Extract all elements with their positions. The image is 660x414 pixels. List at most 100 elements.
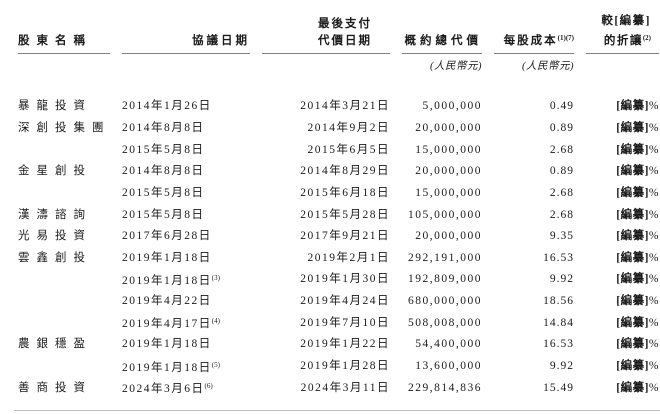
agreement-date-cell: 2019年1月18日(5)	[122, 360, 220, 374]
discount-cell: [編纂]%	[616, 360, 659, 372]
col-header-last-payment-line1: 最後支付	[318, 18, 372, 30]
table-bottom-rule	[14, 410, 660, 411]
cost-per-share-cell: 9.92	[549, 273, 574, 286]
cost-per-share-cell: 2.68	[549, 208, 574, 221]
total-consideration-currency-label: (人民幣元)	[430, 61, 482, 72]
shareholder-name-cell: 光易投資	[18, 230, 92, 243]
agreement-date-cell: 2019年1月18日(3)	[122, 273, 220, 287]
total-consideration-cell: 20,000,000	[415, 165, 482, 178]
cost-per-share-cell: 9.35	[549, 230, 574, 243]
cost-per-share-cell: 2.68	[549, 143, 574, 156]
redacted-label: [編纂]	[616, 100, 649, 113]
total-consideration-cell: 15,000,000	[415, 186, 482, 199]
discount-cell: [編纂]%	[616, 186, 659, 199]
discount-cell: [編纂]%	[616, 295, 659, 308]
col-header-shareholder-label: 股東名稱	[18, 35, 92, 47]
discount-cell: [編纂]%	[616, 251, 659, 264]
redacted-label: [編纂]	[616, 295, 649, 308]
agreement-date-cell: 2017年6月28日	[122, 230, 212, 243]
total-consideration-cell: 20,000,000	[415, 121, 482, 134]
last-payment-date-cell: 2017年9月21日	[300, 230, 390, 243]
redacted-label: [編纂]	[616, 186, 649, 199]
shareholder-name-cell: 暴龍投資	[18, 100, 92, 113]
shareholder-name-cell: 善商投資	[18, 381, 92, 394]
redacted-label: [編纂]	[616, 143, 649, 156]
discount-cell: [編纂]%	[616, 208, 659, 221]
agreement-date-cell: 2014年8月8日	[122, 165, 205, 178]
discount-cell: [編纂]%	[616, 230, 659, 243]
shareholder-name-cell: 漢濤諮詢	[18, 208, 92, 221]
discount-footnote-superscript: (2)	[642, 34, 651, 42]
total-consideration-cell: 15,000,000	[415, 143, 482, 156]
discount-cell: [編纂]%	[616, 121, 659, 134]
agreement-date-cell: 2019年4月17日(4)	[122, 317, 220, 331]
last-payment-date-cell: 2014年9月2日	[307, 121, 390, 134]
discount-cell: [編纂]%	[616, 273, 659, 286]
total-consideration-cell: 680,000,000	[408, 295, 482, 308]
cost-per-share-footnote-superscript: (1)(7)	[557, 34, 574, 42]
redacted-label: [編纂]	[616, 165, 649, 178]
col-header-total-consideration-label: 概約總代價	[404, 35, 482, 47]
redacted-label: [編纂]	[616, 208, 649, 221]
discount-cell: [編纂]%	[616, 100, 659, 113]
cost-per-share-cell: 9.92	[549, 360, 574, 372]
cost-per-share-cell: 15.49	[543, 381, 574, 394]
last-payment-date-cell: 2015年6月5日	[307, 143, 390, 156]
discount-cell: [編纂]%	[616, 338, 659, 351]
col-header-discount: 較[編纂] 的折讓(2)	[586, 15, 659, 54]
last-payment-date-cell: 2015年5月28日	[300, 208, 390, 221]
discount-cell: [編纂]%	[616, 165, 659, 178]
cost-per-share-currency-label: (人民幣元)	[522, 61, 574, 72]
cost-per-share-cell: 0.49	[549, 100, 574, 113]
last-payment-date-cell: 2019年4月24日	[300, 295, 390, 308]
agreement-date-cell: 2015年5月8日	[122, 208, 205, 221]
last-payment-date-cell: 2014年8月29日	[300, 165, 390, 178]
shareholder-name-cell: 深創投集團	[18, 121, 111, 134]
redacted-label: [編纂]	[616, 338, 649, 351]
total-consideration-cell: 13,600,000	[415, 360, 482, 372]
redacted-label: [編纂]	[616, 230, 649, 243]
agreement-date-cell: 2014年1月26日	[122, 100, 212, 113]
last-payment-date-cell: 2019年2月1日	[307, 251, 390, 264]
footnote-superscript: (6)	[204, 382, 213, 391]
agreement-date-cell: 2014年8月8日	[122, 121, 205, 134]
total-consideration-cell: 229,814,836	[408, 381, 482, 394]
cost-per-share-cell: 0.89	[549, 165, 574, 178]
col-header-agreement-date: 協議日期	[122, 17, 250, 54]
col-header-last-payment-line2: 代價日期	[318, 35, 372, 47]
total-consideration-cell: 192,809,000	[408, 273, 482, 286]
redacted-label: [編纂]	[616, 251, 649, 264]
last-payment-date-cell: 2019年7月10日	[300, 316, 390, 329]
agreement-date-cell: 2019年1月18日	[122, 251, 212, 264]
discount-cell: [編纂]%	[616, 381, 659, 394]
last-payment-date-cell: 2019年1月28日	[300, 360, 390, 372]
shareholder-name-cell: 農銀穩盈	[18, 338, 92, 351]
col-header-total-consideration: 概約總代價	[402, 17, 482, 54]
redacted-label: [編纂]	[616, 121, 649, 134]
last-payment-date-cell: 2019年1月22日	[300, 338, 390, 351]
total-consideration-cell: 5,000,000	[422, 100, 482, 113]
col-header-cost-per-share-label: 每股成本(1)(7)	[503, 34, 574, 47]
total-consideration-cell: 20,000,000	[415, 230, 482, 243]
shareholder-name-cell: 雲鑫創投	[18, 251, 92, 264]
redacted-label: [編纂]	[616, 273, 649, 286]
cost-per-share-cell: 18.56	[543, 295, 574, 308]
col-header-agreement-date-label: 協議日期	[192, 35, 250, 47]
table-rows: 暴龍投資 2014年1月26日 2014年3月21日 5,000,000 0.49 [編纂…	[18, 96, 660, 399]
col-header-last-payment-date: 最後支付 代價日期	[262, 17, 390, 54]
discount-cell: [編纂]%	[616, 143, 659, 156]
footnote-superscript: (4)	[211, 317, 220, 326]
redacted-label: [編纂]	[616, 381, 649, 394]
agreement-date-cell: 2019年4月22日	[122, 295, 212, 308]
cost-per-share-cell: 16.53	[543, 338, 574, 351]
redacted-label: [編纂]	[616, 360, 649, 372]
discount-cell: [編纂]%	[616, 316, 659, 329]
col-header-shareholder: 股東名稱	[18, 17, 110, 54]
cost-per-share-cell: 16.53	[543, 251, 574, 264]
agreement-date-cell: 2024年3月6日(6)	[122, 382, 213, 396]
total-consideration-cell: 105,000,000	[408, 208, 482, 221]
agreement-date-cell: 2015年5月8日	[122, 143, 205, 156]
currency-subheader-row: (人民幣元) (人民幣元)	[18, 60, 660, 73]
total-consideration-cell: 292,191,000	[408, 251, 482, 264]
